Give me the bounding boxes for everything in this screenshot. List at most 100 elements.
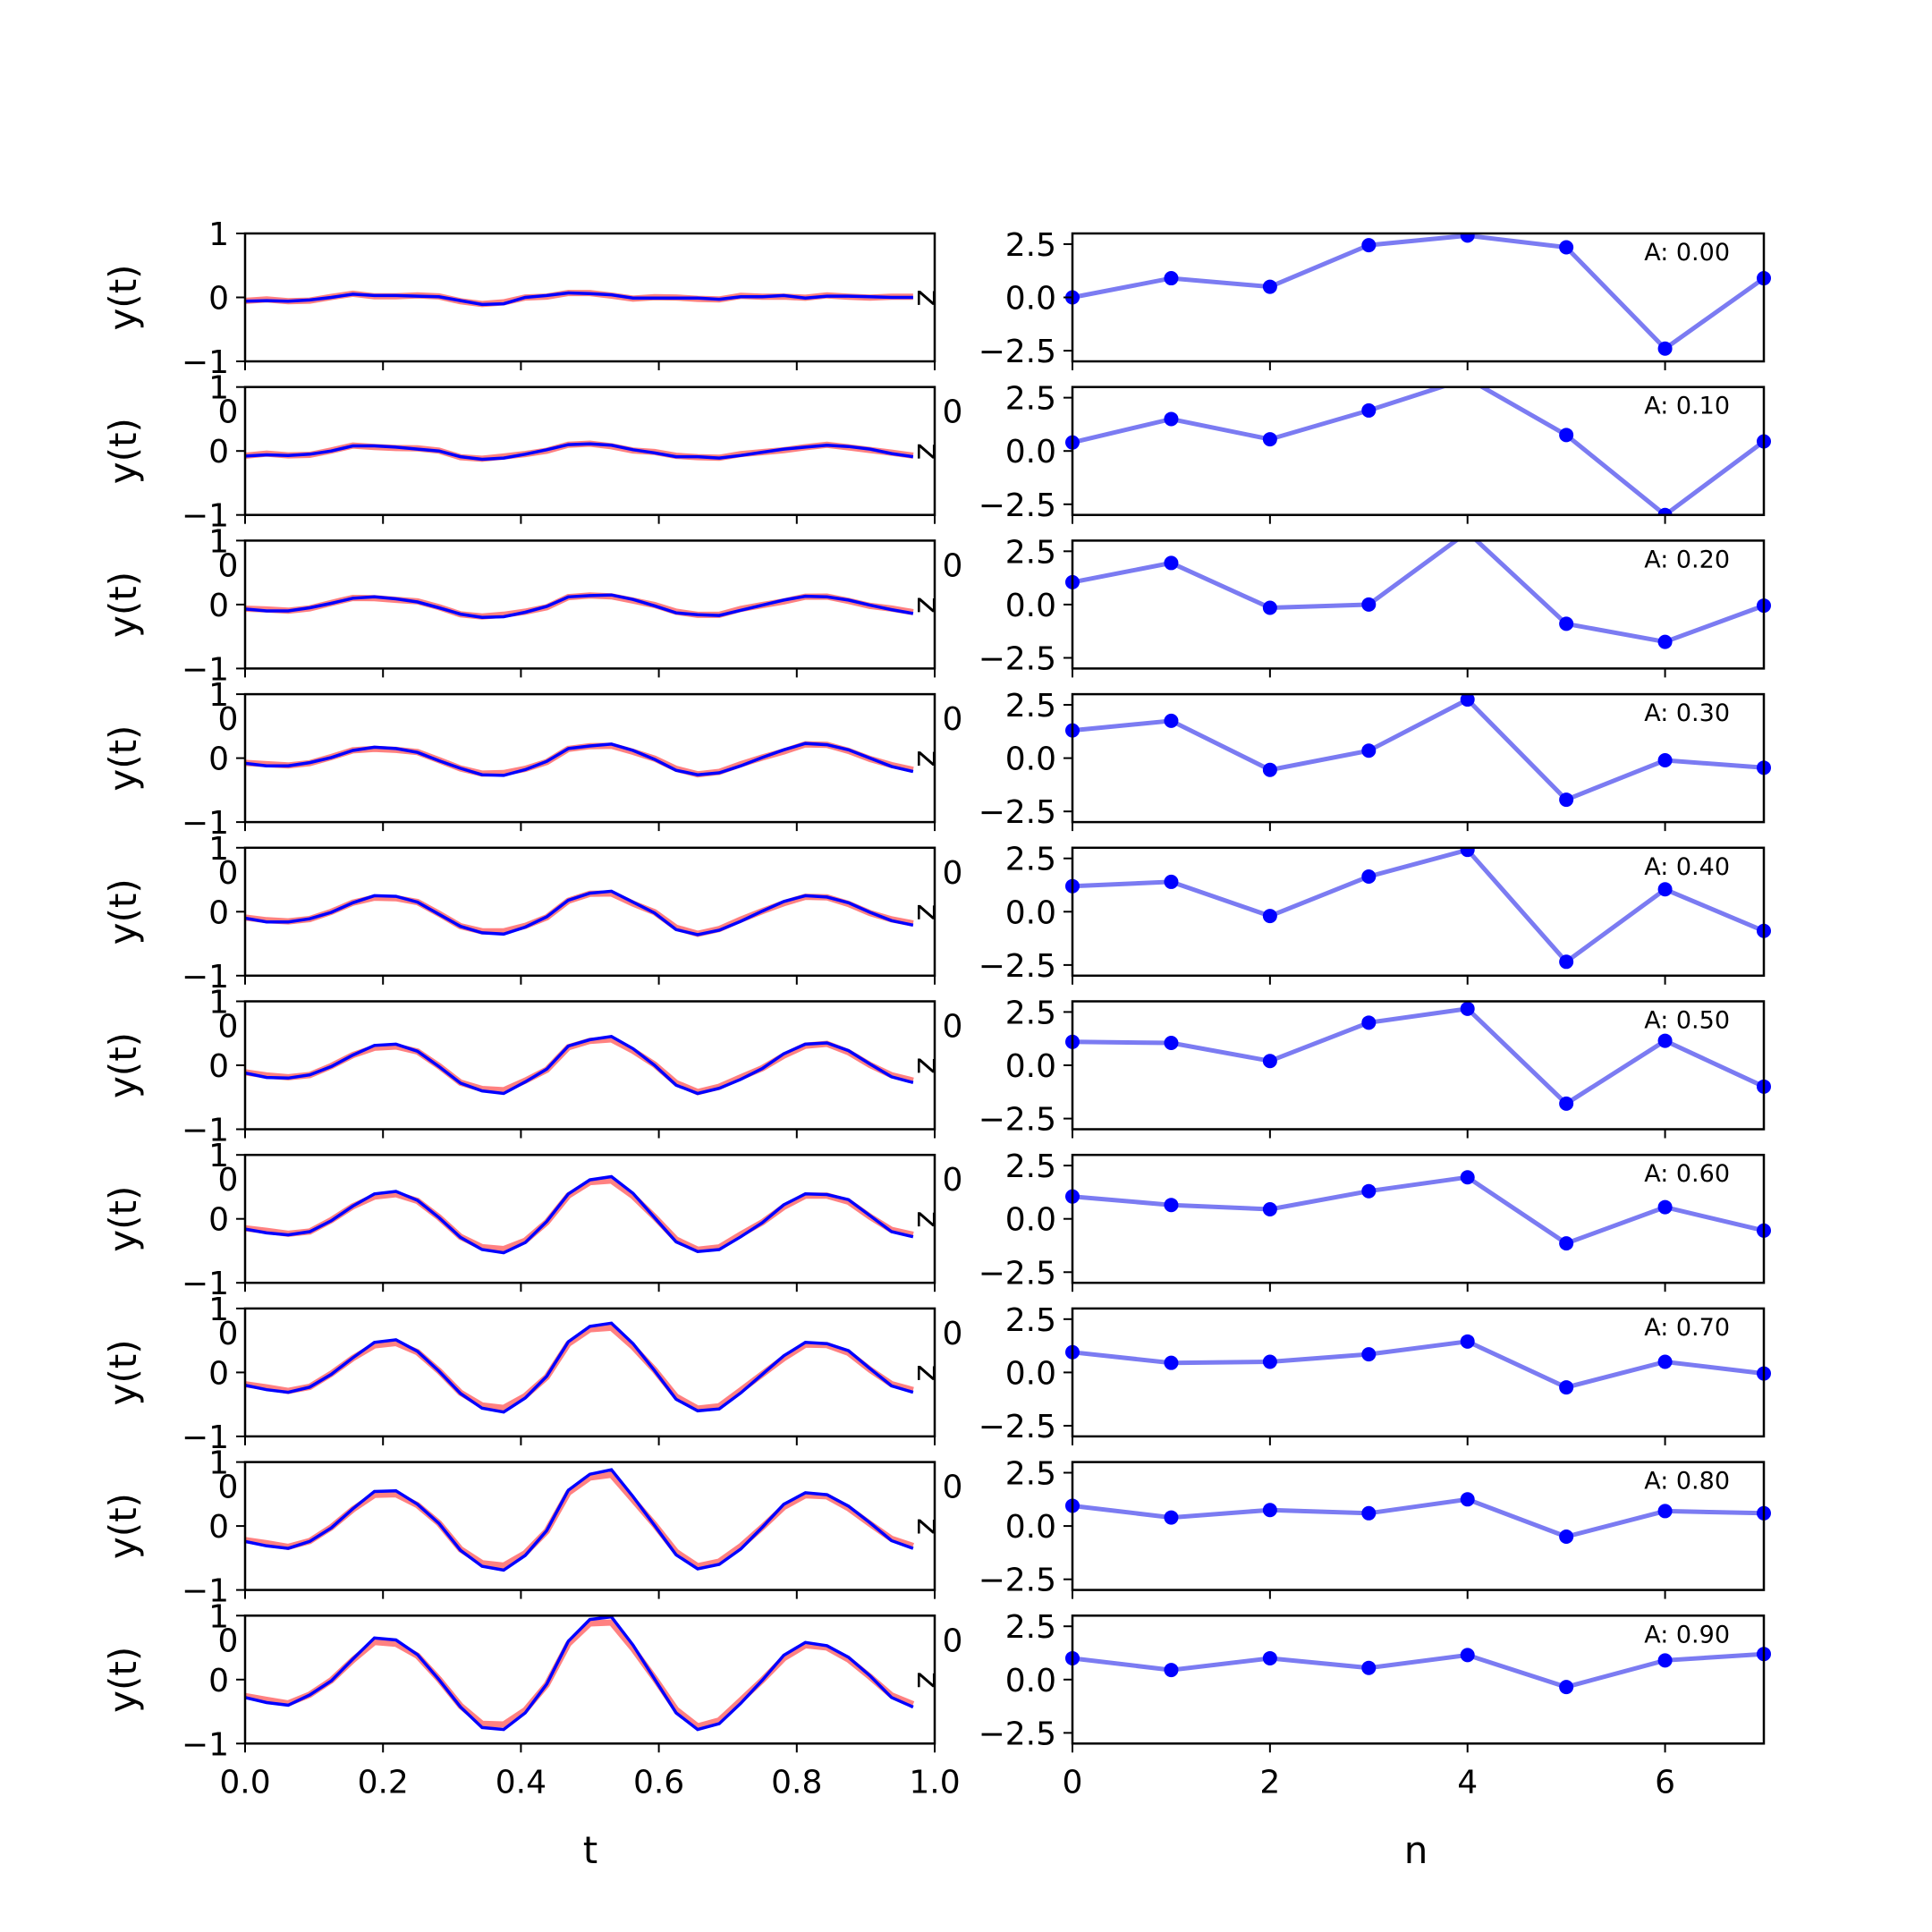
right-point-5-6: [1657, 1033, 1673, 1048]
left-xtick-label: 0.6: [633, 1764, 684, 1801]
right-point-7-4: [1460, 1334, 1475, 1349]
left-ylabel: y(t): [101, 1647, 145, 1713]
left-panel-marker: z: [910, 1672, 946, 1689]
left-ytick-label: −1: [182, 805, 229, 842]
left-ytick-label: 0: [208, 281, 229, 318]
left-panel-marker: z: [910, 597, 946, 614]
right-panel-4: 2.5 0.0 −2.5 A: 0.40: [979, 842, 1771, 985]
right-point-8-6: [1657, 1504, 1673, 1519]
right-point-5-3: [1361, 1015, 1377, 1030]
left-panel-0: 1 0 −1 y(t) z: [101, 216, 946, 381]
overlap-labels: 0 0 0 0 0 0 0 0 0 0 0 0 0 0 0 0 0 0: [218, 394, 963, 1660]
right-point-4-3: [1361, 869, 1377, 884]
right-point-4-6: [1657, 882, 1673, 897]
left-panel-marker: z: [910, 1518, 946, 1535]
left-panel-8: 10−1y(t) z: [101, 1445, 946, 1610]
right-ytick-label: 2.5: [1005, 1456, 1056, 1493]
amplitude-label: A: 0.10: [1644, 393, 1730, 420]
right-point-7-1: [1164, 1355, 1179, 1370]
right-series-line-7: [1072, 1339, 1765, 1390]
right-point-2-2: [1262, 600, 1277, 615]
right-point-1-5: [1559, 428, 1574, 443]
left-ytick-label: −1: [182, 651, 229, 688]
right-point-6-5: [1559, 1236, 1574, 1251]
right-ytick-label: 2.5: [1005, 534, 1056, 571]
right-ytick-label: 2.5: [1005, 1302, 1056, 1339]
left-blue-series-7: [245, 1321, 914, 1414]
left-ytick-label: 1: [208, 216, 229, 253]
right-ytick-label: 2.5: [1005, 688, 1056, 724]
right-point-8-1: [1164, 1510, 1179, 1525]
left-ytick-label: 0: [208, 434, 229, 470]
left-ytick-label: 0: [208, 1663, 229, 1699]
left-xtick-label: 0.4: [496, 1764, 547, 1801]
amplitude-label: A: 0.30: [1644, 699, 1730, 727]
right-ytick-label: −2.5: [979, 1255, 1056, 1292]
overlap-tick-left: 0: [218, 1623, 239, 1659]
left-panel-marker: z: [910, 290, 946, 307]
right-point-5-1: [1164, 1035, 1179, 1050]
right-point-3-2: [1262, 762, 1277, 777]
right-ytick-label: −2.5: [979, 1409, 1056, 1445]
left-ytick-label: 0: [208, 1202, 229, 1239]
right-series-line-6: [1072, 1174, 1765, 1246]
right-point-1-1: [1164, 411, 1179, 427]
right-point-0-3: [1361, 238, 1377, 253]
right-point-2-3: [1361, 597, 1377, 612]
left-ytick-label: 0: [208, 741, 229, 778]
overlap-tick-left: 0: [218, 701, 239, 738]
left-xtick-label: 0.0: [219, 1764, 270, 1801]
left-ytick-label: 1: [208, 1598, 229, 1635]
left-xlabel: t: [583, 1828, 597, 1872]
right-point-9-2: [1262, 1650, 1277, 1665]
left-ylabel: y(t): [101, 725, 145, 792]
right-point-0-4: [1460, 233, 1475, 243]
right-panel-0: 2.5 0.0 −2.5 A: 0.00: [979, 227, 1771, 370]
right-ytick-label: 2.5: [1005, 1609, 1056, 1646]
left-panel-2: 10−1y(t) z: [101, 523, 946, 688]
left-blue-series-4: [245, 889, 914, 936]
right-column: 2.5 0.0 −2.5 A: 0.00 2.5 0.0 −2.5 A: 0.10 2.5 0.0…: [979, 227, 1771, 1801]
right-point-3-4: [1460, 694, 1475, 708]
right-point-6-1: [1164, 1198, 1179, 1213]
right-point-3-6: [1657, 752, 1673, 767]
right-point-4-2: [1262, 909, 1277, 924]
overlap-tick-right: 0: [943, 1623, 963, 1659]
overlap-tick-left: 0: [218, 547, 239, 584]
right-ytick-label: 0.0: [1005, 1509, 1056, 1546]
right-ytick-label: 2.5: [1005, 842, 1056, 878]
left-panel-9: 10−10.0 0.2 0.4 0.6 0.8 1.0y(t) z: [101, 1598, 961, 1801]
amplitude-label: A: 0.90: [1644, 1621, 1730, 1648]
left-blue-series-9: [245, 1615, 914, 1732]
left-ytick-label: 1: [208, 985, 229, 1021]
right-panel-6: 2.5 0.0 −2.5 A: 0.60: [979, 1148, 1771, 1292]
overlap-tick-right: 0: [943, 1162, 963, 1199]
right-point-4-4: [1460, 847, 1475, 858]
overlap-tick-right: 0: [943, 547, 963, 584]
right-ytick-label: −2.5: [979, 1716, 1056, 1752]
overlap-tick-right: 0: [943, 1316, 963, 1352]
amplitude-label: A: 0.70: [1644, 1314, 1730, 1342]
right-ytick-label: 0.0: [1005, 1048, 1056, 1085]
right-point-8-5: [1559, 1530, 1574, 1545]
right-point-3-5: [1559, 792, 1574, 808]
right-panel-7: 2.5 0.0 −2.5 A: 0.70: [979, 1302, 1771, 1445]
right-series-line-9: [1072, 1651, 1765, 1690]
left-ytick-label: 0: [208, 1048, 229, 1085]
right-ytick-label: 0.0: [1005, 1355, 1056, 1392]
left-blue-series-1: [245, 442, 914, 462]
right-point-8-2: [1262, 1503, 1277, 1518]
right-point-7-6: [1657, 1354, 1673, 1369]
left-ylabel: y(t): [101, 878, 145, 945]
left-ylabel: y(t): [101, 1186, 145, 1252]
left-ytick-label: 0: [208, 588, 229, 624]
left-ytick-label: 0: [208, 1355, 229, 1392]
left-blue-series-2: [245, 593, 914, 619]
right-ytick-label: 0.0: [1005, 1202, 1056, 1239]
left-panel-marker: z: [910, 903, 946, 920]
right-point-5-5: [1559, 1096, 1574, 1111]
right-point-7-5: [1559, 1380, 1574, 1395]
right-panel-9: 2.5 0.0 −2.50 2 4 6 A: 0.90: [979, 1609, 1771, 1801]
amplitude-label: A: 0.60: [1644, 1160, 1730, 1188]
